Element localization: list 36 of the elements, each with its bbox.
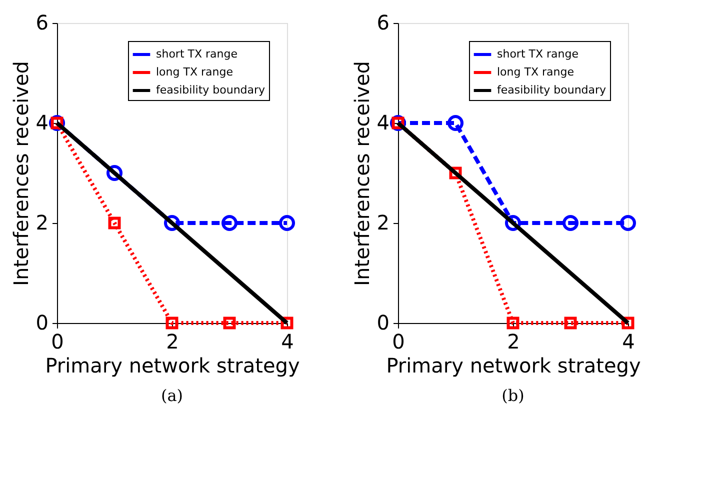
point xyxy=(564,316,577,330)
point xyxy=(166,316,178,330)
y-tick-label: 6 xyxy=(376,10,390,34)
x-tick-label: 2 xyxy=(507,330,520,354)
point xyxy=(506,316,520,330)
legend-label: long TX range xyxy=(497,66,574,78)
y-tick-label: 0 xyxy=(376,310,390,334)
y-axis-title: Interferences received xyxy=(8,61,33,286)
y-tick-label: 6 xyxy=(36,10,48,34)
legend-label: feasibility boundary xyxy=(497,84,607,96)
point xyxy=(221,214,238,232)
y-axis-title: Interferences received xyxy=(350,61,374,286)
x-tick-label: 0 xyxy=(51,330,64,354)
legend-label: short TX range xyxy=(497,48,579,60)
text: (a) xyxy=(160,386,184,405)
point xyxy=(278,214,296,232)
legend-label: short TX range xyxy=(156,48,238,60)
point xyxy=(108,216,121,230)
point xyxy=(620,214,636,232)
y-tick-label: 2 xyxy=(36,210,48,234)
y-tick-label: 0 xyxy=(36,310,48,334)
x-axis-title: Primary network strategy xyxy=(386,354,641,378)
legend-label: long TX range xyxy=(156,66,234,78)
x-tick-label: 0 xyxy=(392,330,405,354)
text: (b) xyxy=(502,386,524,405)
point xyxy=(447,114,464,132)
y-tick-label: 4 xyxy=(36,110,48,134)
x-tick-label: 2 xyxy=(166,330,179,354)
x-tick-label: 4 xyxy=(281,330,294,354)
y-tick-label: 4 xyxy=(376,110,390,134)
point xyxy=(223,316,236,330)
x-axis-title: Primary network strategy xyxy=(45,354,300,378)
point xyxy=(562,214,579,232)
legend-label: feasibility boundary xyxy=(156,84,266,96)
y-tick-label: 2 xyxy=(376,210,390,234)
x-tick-label: 4 xyxy=(622,330,635,354)
